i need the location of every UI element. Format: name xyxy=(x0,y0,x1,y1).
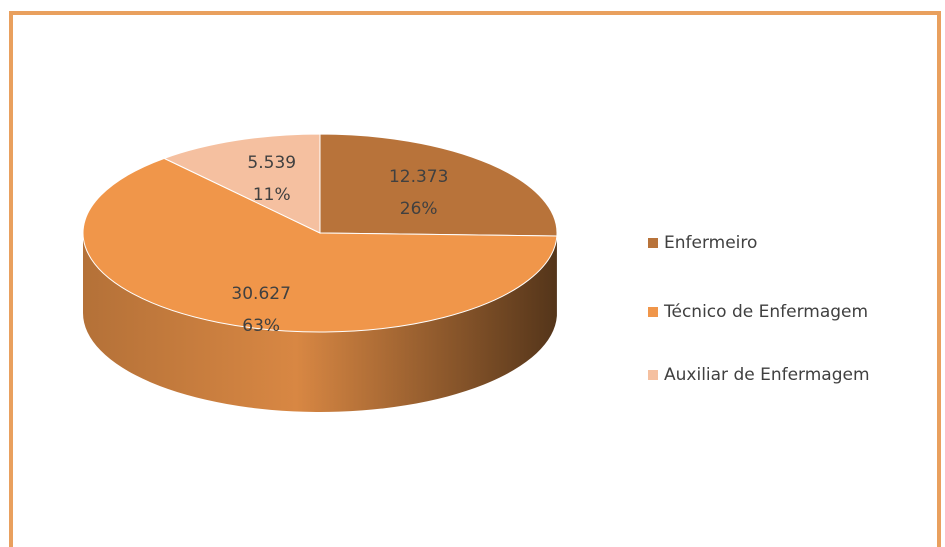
frame xyxy=(9,11,941,547)
percent-label: 11% xyxy=(253,185,291,205)
legend-label: Auxiliar de Enfermagem xyxy=(664,365,870,385)
value-label: 5.539 xyxy=(247,153,296,173)
legend-swatch xyxy=(648,307,658,317)
pie-side xyxy=(83,233,557,413)
pie-slice xyxy=(162,133,321,234)
pie-slice xyxy=(82,157,558,333)
percent-label: 26% xyxy=(400,199,438,219)
pie-slice xyxy=(319,133,558,237)
legend-swatch xyxy=(648,238,658,248)
legend-swatch xyxy=(648,370,658,380)
percent-label: 63% xyxy=(242,316,280,336)
value-label: 30.627 xyxy=(231,284,290,304)
legend-label: Enfermeiro xyxy=(664,233,757,253)
legend-label: Técnico de Enfermagem xyxy=(663,302,868,322)
value-label: 12.373 xyxy=(389,167,448,187)
